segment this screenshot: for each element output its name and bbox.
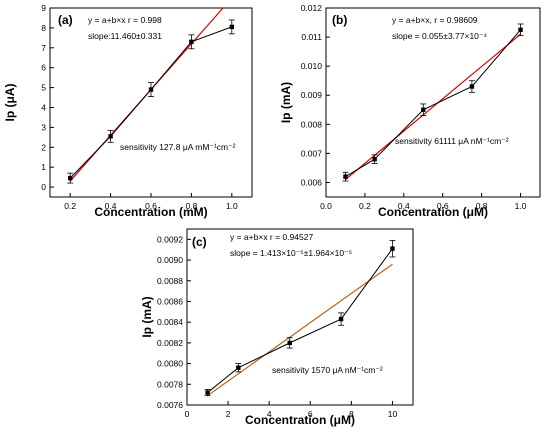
y-tick-label: 4 <box>41 102 46 112</box>
data-point <box>236 366 240 370</box>
slope-text: slope = 1.413×10⁻⁵±1.964×10⁻⁵ <box>230 248 352 258</box>
panel-label: (b) <box>332 13 347 27</box>
y-tick-label: 0.0078 <box>157 379 183 389</box>
x-tick-label: 1.0 <box>515 201 527 211</box>
y-tick-label: 1 <box>41 162 46 172</box>
data-point <box>189 40 193 44</box>
panel-label: (a) <box>58 13 73 27</box>
data-point <box>68 176 72 180</box>
y-tick-label: 8 <box>41 23 46 33</box>
data-point <box>339 317 343 321</box>
data-point <box>108 134 112 138</box>
x-tick-label: 10 <box>388 409 398 419</box>
panel-label: (c) <box>192 235 207 249</box>
x-tick-label: 0.0 <box>320 201 332 211</box>
y-tick-label: 0.011 <box>301 32 322 42</box>
x-axis-label: Concentration (μM) <box>245 413 355 427</box>
x-tick-label: 0.2 <box>64 201 76 211</box>
x-tick-label: 1.0 <box>226 201 238 211</box>
data-point <box>470 84 474 88</box>
y-tick-label: 0.009 <box>301 90 323 100</box>
y-tick-label: 0.0088 <box>157 276 183 286</box>
slope-text: slope:11.460±0.331 <box>88 31 162 41</box>
y-tick-label: 3 <box>41 122 46 132</box>
data-point <box>205 390 209 394</box>
fit-equation: y = a+b×x r = 0.94527 <box>230 232 313 242</box>
sensitivity-text: sensitivity 127.8 μA mM⁻¹cm⁻² <box>120 142 236 152</box>
y-axis-label: Ip (μA) <box>3 83 17 121</box>
data-point <box>343 174 347 178</box>
data-point <box>149 87 153 91</box>
y-tick-label: 0.0090 <box>157 255 183 265</box>
slope-text: slope = 0.055±3.77×10⁻⁴ <box>392 31 487 41</box>
y-tick-label: 0.0092 <box>157 234 183 244</box>
fit-equation: y = a+b×x r = 0.998 <box>88 15 162 25</box>
y-tick-label: 0.010 <box>301 61 323 71</box>
y-tick-label: 0.008 <box>301 119 323 129</box>
x-tick-label: 2 <box>226 409 231 419</box>
y-tick-label: 6 <box>41 63 46 73</box>
data-point <box>390 246 394 250</box>
y-tick-label: 0.006 <box>301 177 323 187</box>
data-point <box>421 108 425 112</box>
y-tick-label: 0.007 <box>301 148 323 158</box>
x-axis-label: Concentration (mM) <box>94 205 207 219</box>
x-tick-label: 0.2 <box>359 201 371 211</box>
y-tick-label: 0.0086 <box>157 296 183 306</box>
y-tick-label: 9 <box>41 3 46 13</box>
y-tick-label: 0.0082 <box>157 338 183 348</box>
y-axis-label: Ip (mA) <box>140 296 154 337</box>
sensitivity-text: sensitivity 61111 μA nM⁻¹cm⁻² <box>395 136 509 146</box>
y-tick-label: 0.0080 <box>157 359 183 369</box>
data-point <box>518 28 522 32</box>
data-point <box>230 25 234 29</box>
data-point <box>372 157 376 161</box>
fit-equation: y = a+b×x, r = 0.98609 <box>392 15 478 25</box>
sensitivity-text: sensitivity 1570 μA nM⁻¹cm⁻² <box>272 365 383 375</box>
x-axis-label: Concentration (μM) <box>378 205 488 219</box>
y-tick-label: 2 <box>41 142 46 152</box>
y-tick-label: 0.012 <box>301 3 323 13</box>
y-tick-label: 5 <box>41 83 46 93</box>
data-point <box>288 341 292 345</box>
y-tick-label: 0 <box>41 182 46 192</box>
y-tick-label: 7 <box>41 43 46 53</box>
y-axis-label: Ip (mA) <box>279 82 293 123</box>
y-tick-label: 0.0076 <box>157 400 183 410</box>
x-tick-label: 0 <box>185 409 190 419</box>
y-tick-label: 0.0084 <box>157 317 183 327</box>
